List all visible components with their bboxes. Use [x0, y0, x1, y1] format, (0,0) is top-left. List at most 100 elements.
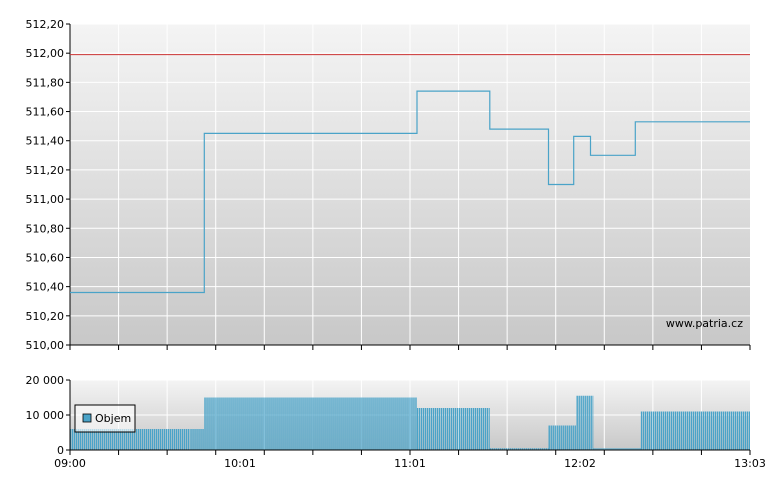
volume-bar	[214, 397, 216, 450]
volume-bar	[652, 411, 655, 450]
volume-bar	[372, 397, 374, 450]
volume-bar	[290, 397, 292, 450]
volume-bar	[340, 397, 342, 450]
volume-bar	[714, 411, 717, 450]
volume-bar	[238, 397, 240, 450]
volume-bar	[132, 429, 134, 450]
volume-bar	[326, 397, 328, 450]
time-tick-label: 10:01	[224, 457, 256, 470]
volume-legend: Objem	[74, 404, 136, 433]
volume-bar	[461, 408, 463, 450]
volume-bar	[352, 397, 354, 450]
volume-bar	[633, 448, 635, 450]
volume-y-tick-label: 10 000	[26, 409, 65, 422]
volume-bar	[666, 411, 669, 450]
volume-bar	[284, 397, 286, 450]
volume-bar	[294, 397, 296, 450]
watermark-text: www.patria.cz	[666, 317, 743, 330]
volume-bar	[676, 411, 679, 450]
volume-bar	[260, 397, 262, 450]
volume-bar	[499, 448, 502, 450]
volume-bar	[242, 397, 244, 450]
price-y-tick-label: 510,20	[26, 310, 65, 323]
price-y-tick-label: 510,60	[26, 251, 65, 264]
volume-bar	[180, 429, 182, 450]
volume-bar	[592, 395, 594, 450]
volume-bar	[160, 429, 162, 450]
volume-bar	[720, 411, 723, 450]
volume-bar	[110, 429, 112, 450]
volume-bar	[435, 408, 437, 450]
volume-bar	[156, 429, 158, 450]
volume-bar	[501, 448, 504, 450]
volume-bar	[550, 425, 552, 450]
volume-bar	[382, 397, 384, 450]
volume-bar	[485, 408, 487, 450]
volume-bar	[258, 397, 260, 450]
volume-bar	[469, 408, 471, 450]
volume-bar	[712, 411, 715, 450]
volume-y-axis: 0 10 000 20 000	[26, 374, 70, 457]
volume-bar	[535, 448, 538, 450]
volume-bar	[728, 411, 731, 450]
volume-bar	[286, 397, 288, 450]
volume-bar	[463, 408, 465, 450]
volume-bar	[264, 397, 266, 450]
volume-bar	[94, 429, 96, 450]
volume-bar	[280, 397, 282, 450]
volume-bar	[453, 408, 455, 450]
volume-bar	[100, 429, 102, 450]
volume-bar	[226, 397, 228, 450]
volume-bar	[298, 397, 300, 450]
volume-bar	[529, 448, 532, 450]
volume-bar	[318, 397, 320, 450]
volume-bar	[578, 395, 580, 450]
volume-bar	[274, 397, 276, 450]
volume-bar	[511, 448, 514, 450]
volume-bar	[564, 425, 566, 450]
volume-bar	[640, 411, 643, 450]
volume-bar	[533, 448, 536, 450]
volume-bar	[637, 448, 639, 450]
volume-bar	[439, 408, 441, 450]
volume-bar	[471, 408, 473, 450]
volume-bar	[547, 448, 549, 450]
volume-bar	[541, 448, 544, 450]
volume-bar	[90, 429, 92, 450]
volume-bar	[306, 397, 308, 450]
volume-bar	[684, 411, 687, 450]
volume-bar	[489, 408, 490, 450]
volume-bar	[116, 429, 118, 450]
volume-bar	[662, 411, 665, 450]
volume-bar	[584, 395, 586, 450]
volume-bar	[282, 397, 284, 450]
volume-bar	[710, 411, 713, 450]
volume-bar	[576, 395, 578, 450]
volume-bar	[629, 448, 631, 450]
volume-bar	[609, 448, 611, 450]
volume-bar	[708, 411, 711, 450]
price-y-tick-label: 510,40	[26, 281, 65, 294]
volume-bar	[228, 397, 230, 450]
volume-bar	[336, 397, 338, 450]
volume-bar	[639, 448, 641, 450]
volume-bar	[392, 397, 394, 450]
volume-bar	[362, 397, 364, 450]
volume-bar	[192, 429, 194, 450]
volume-bar	[114, 429, 116, 450]
volume-bar	[136, 429, 138, 450]
volume-bar	[621, 448, 623, 450]
volume-bar	[278, 397, 280, 450]
volume-bar	[248, 397, 250, 450]
volume-bar	[304, 397, 306, 450]
volume-bar	[386, 397, 388, 450]
volume-bar	[366, 397, 368, 450]
volume-bar	[256, 397, 258, 450]
volume-bar	[244, 397, 246, 450]
volume-y-tick-label: 20 000	[26, 374, 65, 387]
volume-bar	[368, 397, 370, 450]
volume-bar	[650, 411, 653, 450]
volume-bar	[716, 411, 719, 450]
volume-bar	[527, 448, 530, 450]
